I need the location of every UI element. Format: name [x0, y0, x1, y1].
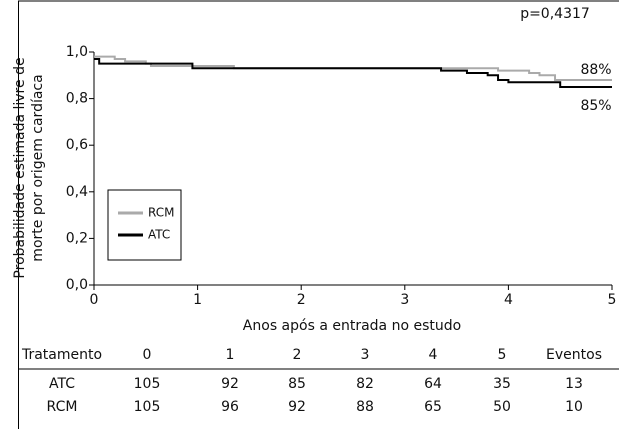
y-tick-label: 0,2 [66, 230, 88, 246]
table-header: 3 [361, 347, 370, 363]
table-cell: 105 [134, 399, 161, 415]
table-cell: 50 [493, 399, 511, 415]
y-tick-label: 1,0 [66, 44, 88, 60]
table-cell: ATC [49, 376, 75, 392]
table-header: 1 [226, 347, 235, 363]
y-axis-label: morte por origem cardíaca [30, 74, 46, 261]
end-label: 88% [580, 62, 611, 78]
x-tick-label: 5 [608, 292, 617, 308]
table-cell: 65 [424, 399, 442, 415]
x-tick-label: 2 [297, 292, 306, 308]
table-header: 2 [293, 347, 302, 363]
table-cell: 10 [565, 399, 583, 415]
table-cell: 88 [356, 399, 374, 415]
x-tick-label: 1 [193, 292, 202, 308]
table-cell: 85 [288, 376, 306, 392]
x-tick-label: 3 [400, 292, 409, 308]
legend [107, 189, 182, 261]
x-tick-label: 0 [90, 292, 99, 308]
table-cell: 13 [565, 376, 583, 392]
table-cell: 35 [493, 376, 511, 392]
survival-curve [94, 55, 612, 81]
table-header: Tratamento [21, 347, 102, 363]
table-cell: 92 [288, 399, 306, 415]
y-tick-label: 0,0 [66, 277, 88, 293]
legend-label: RCM [148, 206, 174, 220]
y-axis-label: Probabilidade estimada livre de [12, 57, 28, 278]
table-cell: 105 [134, 376, 161, 392]
p-value: p=0,4317 [520, 6, 590, 22]
table-header: 5 [498, 347, 507, 363]
x-axis-label: Anos após a entrada no estudo [243, 318, 461, 334]
table-header: 0 [143, 347, 152, 363]
end-label: 85% [580, 98, 611, 114]
table-cell: 82 [356, 376, 374, 392]
y-tick-label: 0,4 [66, 184, 88, 200]
legend-label: ATC [148, 228, 170, 242]
table-header: 4 [429, 347, 438, 363]
table-cell: RCM [47, 399, 78, 415]
survival-curve [94, 57, 612, 88]
x-tick-label: 4 [504, 292, 513, 308]
y-tick-label: 0,8 [66, 91, 88, 107]
table-header: Eventos [546, 347, 602, 363]
table-cell: 92 [221, 376, 239, 392]
table-cell: 64 [424, 376, 442, 392]
table-cell: 96 [221, 399, 239, 415]
y-tick-label: 0,6 [66, 137, 88, 153]
